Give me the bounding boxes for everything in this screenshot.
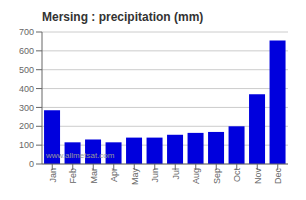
svg-text:500: 500: [19, 65, 34, 75]
svg-text:600: 600: [19, 46, 34, 56]
svg-text:Dec: Dec: [273, 168, 283, 185]
svg-text:400: 400: [19, 84, 34, 94]
svg-text:Oct: Oct: [232, 168, 242, 183]
svg-text:0: 0: [29, 159, 34, 169]
svg-text:700: 700: [19, 27, 34, 37]
svg-text:Apr: Apr: [109, 168, 119, 182]
svg-text:May: May: [130, 168, 140, 186]
svg-text:100: 100: [19, 140, 34, 150]
svg-text:Jan: Jan: [48, 168, 58, 183]
svg-text:Sep: Sep: [212, 168, 222, 184]
html-text:www.allmetsat.com: www.allmetsat.com: [46, 151, 115, 160]
html-text:Mersing : precipitation (mm): Mersing : precipitation (mm): [42, 10, 204, 24]
svg-text:Jul: Jul: [171, 168, 181, 180]
svg-text:300: 300: [19, 103, 34, 113]
svg-text:Jun: Jun: [150, 168, 160, 183]
svg-text:Feb: Feb: [68, 168, 78, 184]
svg-text:Nov: Nov: [253, 168, 263, 185]
svg-text:200: 200: [19, 121, 34, 131]
svg-text:Aug: Aug: [191, 168, 201, 184]
svg-text:Mar: Mar: [89, 168, 99, 184]
